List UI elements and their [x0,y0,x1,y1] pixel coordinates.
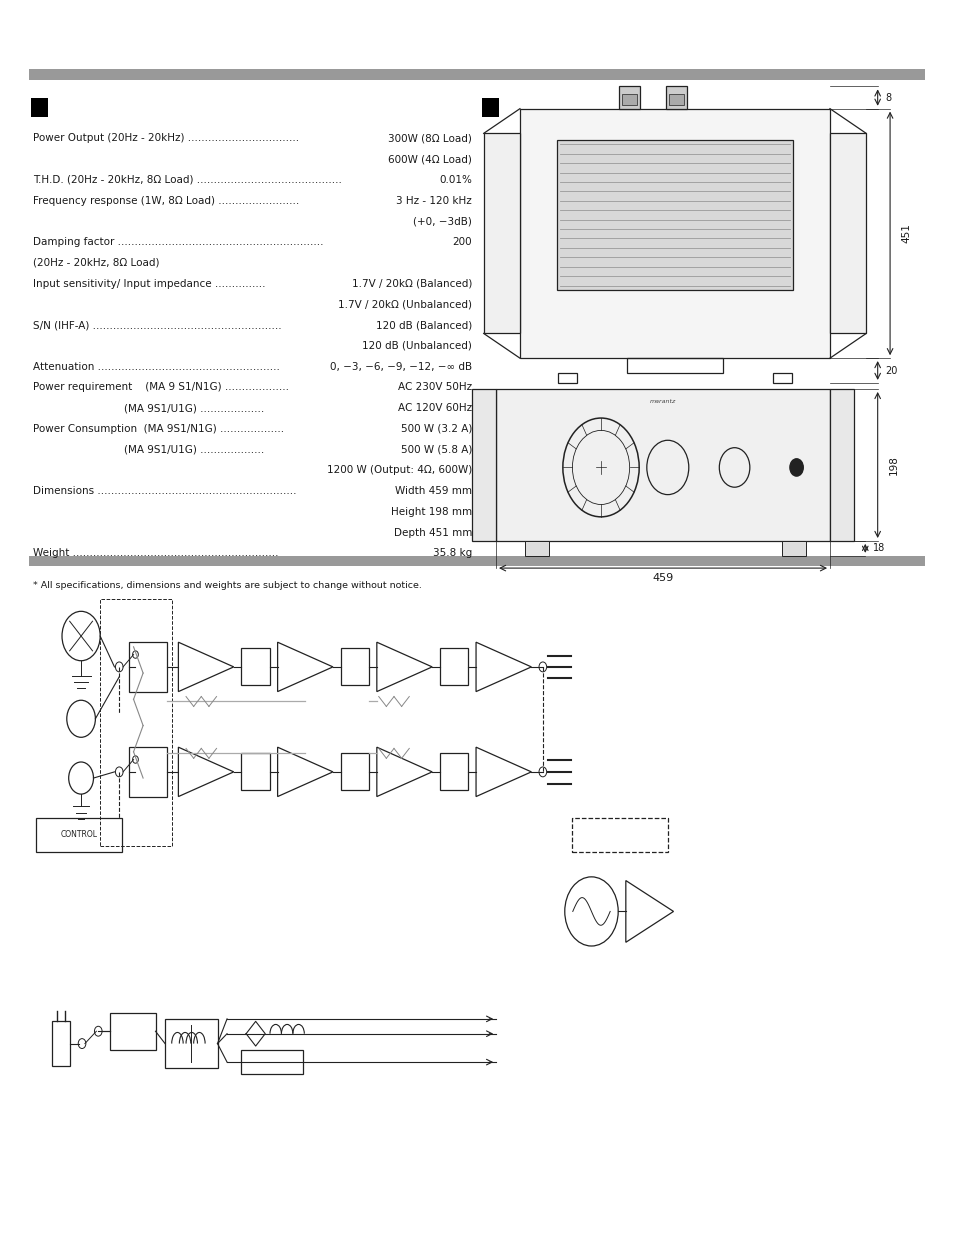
Text: 198: 198 [888,454,898,475]
Bar [572,818,667,852]
Text: AC 120V 60Hz: AC 120V 60Hz [397,403,472,412]
Bar [496,389,829,541]
Text: 451: 451 [901,224,910,243]
Circle shape [115,662,123,672]
Text: T.H.D. (20Hz - 20kHz, 8Ω Load) ...........................................: T.H.D. (20Hz - 20kHz, 8Ω Load) .........… [33,175,342,185]
Text: Power Consumption  (MA 9S1/N1G) ...................: Power Consumption (MA 9S1/N1G) .........… [33,424,284,433]
Bar [241,648,270,685]
Bar [618,86,639,109]
Bar [472,389,496,541]
Circle shape [789,459,802,475]
Text: * All specifications, dimensions and weights are subject to change without notic: * All specifications, dimensions and wei… [33,582,422,590]
Bar [668,94,683,105]
Bar [36,818,122,852]
Bar [524,541,548,556]
Circle shape [115,767,123,777]
Bar [626,358,721,373]
Bar [481,98,498,117]
Bar [52,1021,70,1066]
Text: marantz: marantz [649,399,676,404]
Text: Dimensions ...........................................................: Dimensions .............................… [33,487,296,496]
Text: 0, −3, −6, −9, −12, −∞ dB: 0, −3, −6, −9, −12, −∞ dB [330,362,472,372]
Bar [110,1013,155,1050]
Bar [340,648,369,685]
Text: 120 dB (Balanced): 120 dB (Balanced) [375,320,472,330]
Text: Height 198 mm: Height 198 mm [391,506,472,516]
Bar [129,747,167,797]
Text: 3 Hz - 120 kHz: 3 Hz - 120 kHz [396,195,472,205]
Bar [29,69,924,80]
Text: 0.01%: 0.01% [439,175,472,185]
Text: 20: 20 [884,366,897,375]
Text: Depth 451 mm: Depth 451 mm [394,527,472,537]
Text: (MA 9S1/U1G) ...................: (MA 9S1/U1G) ................... [33,445,264,454]
Bar [829,133,865,333]
Circle shape [538,662,546,672]
Bar [621,94,637,105]
Bar [165,1019,217,1068]
Text: 35.8 kg: 35.8 kg [433,548,472,558]
Bar [829,389,853,541]
Circle shape [538,767,546,777]
Text: 459: 459 [652,573,673,583]
Text: Damping factor .............................................................: Damping factor .........................… [33,237,324,247]
Text: 120 dB (Unbalanced): 120 dB (Unbalanced) [362,341,472,351]
Text: Attenuation ......................................................: Attenuation ............................… [33,362,280,372]
Text: 1.7V / 20kΩ (Unbalanced): 1.7V / 20kΩ (Unbalanced) [338,299,472,309]
Text: 500 W (5.8 A): 500 W (5.8 A) [400,445,472,454]
Bar [483,133,519,333]
Bar [100,599,172,846]
Text: (MA 9S1/U1G) ...................: (MA 9S1/U1G) ................... [33,403,264,412]
Bar [439,753,468,790]
Text: 500 W (3.2 A): 500 W (3.2 A) [400,424,472,433]
Bar [129,642,167,692]
Bar [29,556,924,566]
Circle shape [132,756,138,763]
Bar [519,109,829,358]
Bar [665,86,686,109]
Bar [558,373,577,383]
Text: Power requirement    (MA 9 S1/N1G) ...................: Power requirement (MA 9 S1/N1G) ........… [33,383,289,393]
Text: (+0, −3dB): (+0, −3dB) [413,216,472,226]
Bar [340,753,369,790]
Bar [439,648,468,685]
Text: S/N (IHF-A) ........................................................: S/N (IHF-A) ............................… [33,320,282,330]
Circle shape [94,1026,102,1036]
Bar [30,98,48,117]
Text: Frequency response (1W, 8Ω Load) ........................: Frequency response (1W, 8Ω Load) .......… [33,195,299,205]
Circle shape [78,1039,86,1049]
Text: Power Output (20Hz - 20kHz) .................................: Power Output (20Hz - 20kHz) ............… [33,133,299,143]
Text: 18: 18 [872,543,884,553]
Text: Weight .............................................................: Weight .................................… [33,548,278,558]
Text: 8: 8 [884,93,890,103]
Bar [781,541,805,556]
Text: 600W (4Ω Load): 600W (4Ω Load) [388,154,472,164]
Bar [557,140,792,290]
Text: (20Hz - 20kHz, 8Ω Load): (20Hz - 20kHz, 8Ω Load) [33,258,160,268]
Text: 1.7V / 20kΩ (Balanced): 1.7V / 20kΩ (Balanced) [352,279,472,289]
Text: Width 459 mm: Width 459 mm [395,487,472,496]
Bar [241,1050,303,1074]
Text: 300W (8Ω Load): 300W (8Ω Load) [388,133,472,143]
Bar [772,373,791,383]
Text: Input sensitivity/ Input impedance ...............: Input sensitivity/ Input impedance .....… [33,279,266,289]
Text: 1200 W (Output: 4Ω, 600W): 1200 W (Output: 4Ω, 600W) [327,466,472,475]
Bar [241,753,270,790]
Text: 200: 200 [452,237,472,247]
Circle shape [132,651,138,658]
Text: CONTROL: CONTROL [61,830,97,840]
Text: AC 230V 50Hz: AC 230V 50Hz [397,383,472,393]
